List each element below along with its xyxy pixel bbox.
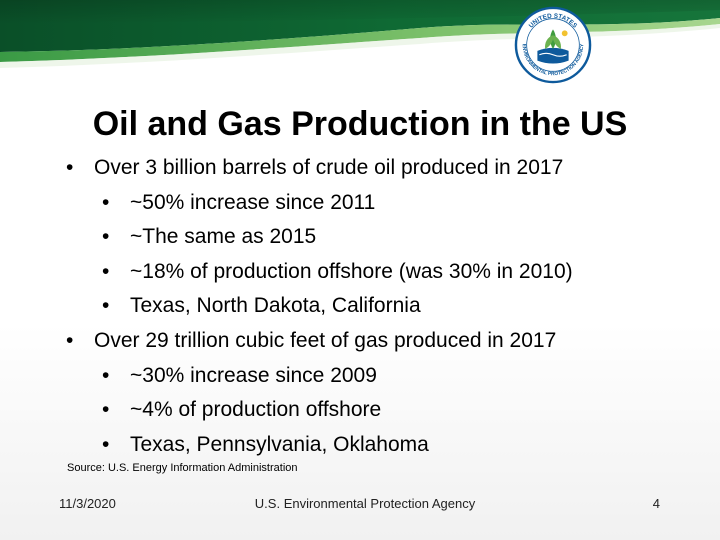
sub-bullet-item: • ~The same as 2015 xyxy=(0,220,720,255)
bullet-text: ~18% of production offshore (was 30% in … xyxy=(130,259,573,283)
sub-bullet-item: • ~50% increase since 2011 xyxy=(0,186,720,221)
bullet-text: Over 29 trillion cubic feet of gas produ… xyxy=(94,328,557,352)
slide-title: Oil and Gas Production in the US xyxy=(92,105,628,143)
sub-bullet-item: • Texas, North Dakota, California xyxy=(0,289,720,324)
footer-agency: U.S. Environmental Protection Agency xyxy=(254,496,476,511)
footer-date: 11/3/2020 xyxy=(59,496,116,511)
bullet-text: ~30% increase since 2009 xyxy=(130,363,377,387)
bullet-dot: • xyxy=(102,432,110,456)
bullet-text: ~4% of production offshore xyxy=(130,398,382,422)
bullet-text: Over 3 billion barrels of crude oil prod… xyxy=(94,156,564,179)
bullet-dot: • xyxy=(102,259,110,283)
bullet-dot: • xyxy=(66,328,74,352)
bullet-dot: • xyxy=(102,294,110,318)
bullet-text: Texas, Pennsylvania, Oklahoma xyxy=(130,432,429,456)
bullet-dot: • xyxy=(102,225,110,249)
bullet-text: ~50% increase since 2011 xyxy=(130,190,376,214)
bullet-text: ~The same as 2015 xyxy=(130,225,317,249)
header-banner xyxy=(0,0,720,68)
sub-bullet-item: • ~18% of production offshore (was 30% in… xyxy=(0,255,720,290)
source-note: Source: U.S. Energy Information Administ… xyxy=(67,462,298,474)
sub-bullet-item: • Texas, Pennsylvania, Oklahoma xyxy=(0,428,720,463)
bullet-item: • Over 29 trillion cubic feet of gas prod… xyxy=(0,324,720,359)
bullet-list: • Over 3 billion barrels of crude oil pro… xyxy=(0,151,720,462)
sub-bullet-item: • ~4% of production offshore xyxy=(0,393,720,428)
bullet-text: Texas, North Dakota, California xyxy=(130,294,421,318)
sub-bullet-item: • ~30% increase since 2009 xyxy=(0,359,720,394)
bullet-dot: • xyxy=(102,363,110,387)
bullet-dot: • xyxy=(66,156,74,179)
epa-seal-icon: UNITED STATES ENVIRONMENTAL PROTECTION A… xyxy=(514,6,592,84)
page-number: 4 xyxy=(652,496,660,511)
bullet-dot: • xyxy=(102,398,110,422)
bullet-item: • Over 3 billion barrels of crude oil pro… xyxy=(0,151,720,186)
bullet-dot: • xyxy=(102,190,110,214)
